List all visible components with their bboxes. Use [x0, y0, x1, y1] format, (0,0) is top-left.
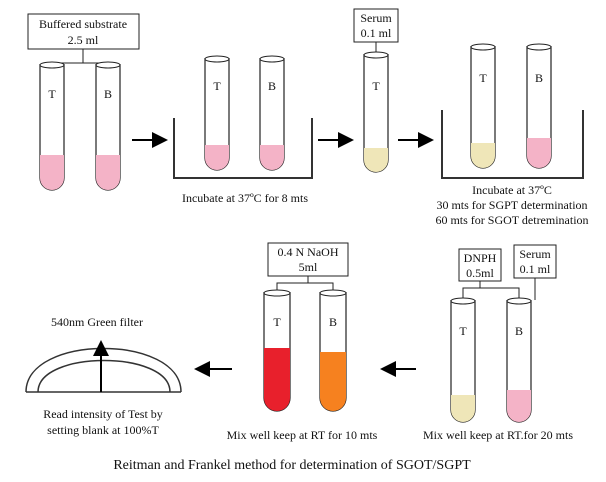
tube-label: B: [535, 71, 543, 85]
water-bath: [174, 118, 312, 178]
tube-label: T: [479, 71, 487, 85]
diagram-title: Reitman and Frankel method for determina…: [113, 458, 471, 473]
dnph-label-name: DNPH: [464, 251, 497, 265]
read-caption-line1: Read intensity of Test by: [43, 407, 163, 421]
reagent-label-name: Serum: [360, 11, 392, 25]
reagent-label-volume: 2.5 ml: [68, 33, 99, 47]
serum-label-volume: 0.1 ml: [520, 262, 551, 276]
step6-group: 0.4 N NaOH 5ml T B Mix well keep at RT f…: [227, 243, 378, 442]
photometer-dome-outer: [26, 349, 181, 393]
filter-label: 540nm Green filter: [51, 315, 143, 329]
tube-label: B: [268, 79, 276, 93]
step7-group: 540nm Green filter Read intensity of Tes…: [26, 315, 181, 437]
tube-label: T: [48, 87, 56, 101]
blank-tube: B: [507, 298, 531, 422]
mix-caption: Mix well keep at RT for 10 mts: [227, 428, 378, 442]
reagent-label-name: 0.4 N NaOH: [278, 245, 339, 259]
incubate-caption-line1: Incubate at 37ºC: [472, 183, 552, 197]
test-tube: T: [364, 52, 388, 172]
water-bath: [442, 110, 583, 178]
reagent-label-volume: 5ml: [299, 260, 318, 274]
blank-tube: B: [320, 290, 346, 411]
serum-label-name: Serum: [519, 247, 551, 261]
tube-label: T: [372, 79, 380, 93]
test-tube: T: [40, 62, 64, 190]
tube-label: B: [515, 324, 523, 338]
test-tube: T: [451, 298, 475, 422]
tube-label: T: [273, 315, 281, 329]
blank-tube: B: [527, 44, 551, 168]
mix-caption: Mix well keep at RT.for 20 mts: [423, 428, 573, 442]
dispense-line: [463, 288, 519, 298]
incubate-caption-line2: 30 mts for SGPT determination: [436, 198, 587, 212]
test-tube: T: [205, 56, 229, 170]
tube-label: B: [329, 315, 337, 329]
read-caption-line2: setting blank at 100%T: [47, 423, 159, 437]
test-tube: T: [471, 44, 495, 168]
step3-group: Serum 0.1 ml T: [354, 9, 398, 172]
tube-label: T: [213, 79, 221, 93]
tube-label: B: [104, 87, 112, 101]
reagent-label-volume: 0.1 ml: [361, 26, 392, 40]
step5-group: DNPH 0.5ml Serum 0.1 ml T B Mix well kee…: [423, 245, 573, 442]
dnph-label-volume: 0.5ml: [466, 266, 494, 280]
tube-label: T: [459, 324, 467, 338]
reagent-label-name: Buffered substrate: [39, 17, 127, 31]
blank-tube: B: [96, 62, 120, 190]
test-tube: T: [264, 290, 290, 411]
step2-group: T B Incubate at 37ºC for 8 mts: [174, 56, 312, 205]
blank-tube: B: [260, 56, 284, 170]
photometer-dome-inner: [38, 361, 170, 393]
step1-group: Buffered substrate 2.5 ml T B: [28, 14, 139, 190]
step4-group: T B Incubate at 37ºC 30 mts for SGPT det…: [435, 44, 588, 227]
incubate-caption-line3: 60 mts for SGOT detremination: [435, 213, 588, 227]
incubate-caption: Incubate at 37ºC for 8 mts: [182, 191, 308, 205]
